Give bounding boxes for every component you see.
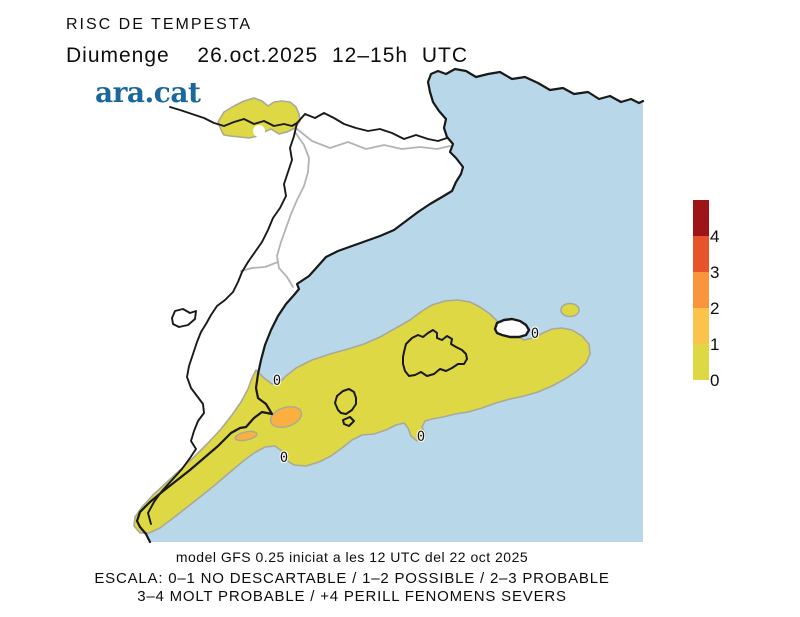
risk-colorbar	[693, 200, 709, 380]
western-border	[147, 122, 298, 525]
menorca-island	[493, 317, 531, 339]
risk-area-small-dot	[560, 302, 580, 318]
colorbar-segment-3-4	[693, 236, 709, 272]
footer-captions: model GFS 0.25 iniciat a les 12 UTC del …	[22, 549, 682, 605]
colorbar-tick-3: 3	[710, 263, 720, 282]
colorbar-segment-4plus	[693, 200, 709, 236]
risk-area-sea-main	[133, 299, 591, 534]
risk-area-orange-main	[269, 406, 303, 428]
admin-border-france	[296, 128, 451, 150]
colorbar-segment-1-2	[693, 308, 709, 344]
scale-caption-line2: 3–4 MOLT PROBABLE / +4 PERILL FENOMENS S…	[137, 588, 567, 605]
mallorca-island	[402, 329, 468, 377]
risk-area-orange-sliver	[234, 430, 258, 442]
coastline	[135, 67, 645, 544]
page-title: RISC DE TEMPESTA	[66, 16, 253, 33]
formentera-island	[342, 416, 355, 427]
admin-border-catalonia	[276, 131, 310, 288]
contour-label-0-d: 0	[280, 450, 288, 466]
risk-area-pyrenees	[217, 97, 301, 139]
admin-border-west-branch	[240, 261, 279, 272]
ibiza-island	[334, 388, 357, 415]
enclave-border	[171, 308, 197, 328]
contour-label-0-c: 0	[417, 429, 425, 445]
ara-cat-logo: ara.cat	[95, 76, 201, 109]
contour-label-0-a: 0	[273, 373, 281, 389]
colorbar-tick-0: 0	[710, 371, 720, 390]
risk-area-pyrenees-gap	[253, 125, 265, 137]
colorbar-segment-0-1	[693, 344, 709, 380]
scale-caption-line1: ESCALA: 0–1 NO DESCARTABLE / 1–2 POSSIBL…	[94, 570, 610, 587]
model-run-caption: model GFS 0.25 iniciat a les 12 UTC del …	[175, 549, 529, 565]
colorbar-tick-1: 1	[710, 335, 720, 354]
pyrenees-border	[169, 106, 448, 142]
contour-label-0-b: 0	[531, 326, 539, 342]
valid-time-subtitle: Diumenge 26.oct.2025 12–15h UTC	[66, 44, 469, 67]
colorbar-tick-2: 2	[710, 299, 720, 318]
colorbar-segment-2-3	[693, 272, 709, 308]
colorbar-tick-4: 4	[710, 227, 720, 246]
